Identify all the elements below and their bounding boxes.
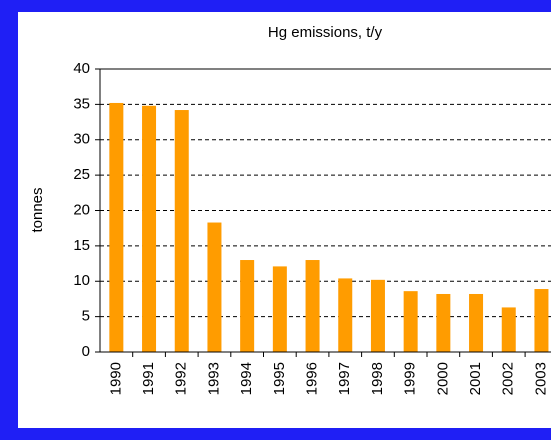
x-tick-label: 1999 [402,362,419,395]
y-tick-label: 30 [73,131,90,148]
bar [403,291,418,352]
y-tick-label: 15 [73,237,90,254]
x-tick-label: 1994 [238,362,255,395]
x-tick-label: 2002 [500,362,517,395]
bar [174,110,189,352]
x-tick-label: 2000 [434,362,451,395]
y-axis-label: tonnes [29,187,46,232]
bar [501,307,516,352]
bar [370,279,385,352]
bar [207,222,222,352]
chart-title: Hg emissions, t/y [268,24,383,41]
bar [109,102,124,353]
x-tick-label: 1996 [304,362,321,395]
bar [305,260,320,352]
x-tick-label: 1992 [173,362,190,395]
y-tick-label: 25 [73,166,90,183]
bar [240,260,255,352]
panel [18,12,551,428]
x-tick-label: 2001 [467,362,484,395]
x-tick-label: 1991 [140,362,157,395]
y-tick-label: 0 [82,343,90,360]
x-tick-label: 1993 [205,362,222,395]
x-tick-label: 1990 [107,362,124,395]
y-tick-label: 5 [82,308,90,325]
x-tick-label: 1997 [336,362,353,395]
bar [142,105,157,352]
x-tick-label: 2003 [532,362,549,395]
bar [436,293,451,352]
bar [338,278,353,352]
y-tick-label: 35 [73,95,90,112]
y-tick-label: 40 [73,60,90,77]
x-tick-label: 1995 [271,362,288,395]
y-tick-label: 20 [73,201,90,218]
bar [272,266,287,352]
bar [469,293,484,352]
y-tick-label: 10 [73,272,90,289]
bar [534,289,549,352]
x-tick-label: 1998 [369,362,386,395]
